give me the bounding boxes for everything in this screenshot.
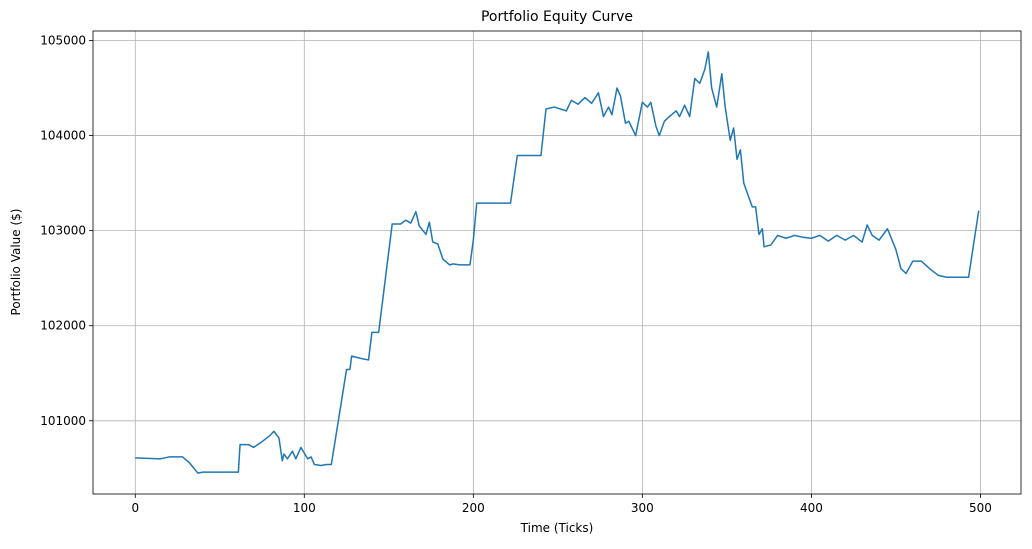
x-axis-label: Time (Ticks) (520, 521, 594, 535)
y-tick-label: 103000 (40, 224, 86, 238)
y-axis-label: Portfolio Value ($) (9, 209, 23, 316)
x-tick-label: 200 (462, 501, 485, 515)
y-tick-label: 104000 (40, 129, 86, 143)
x-tick-label: 400 (800, 501, 823, 515)
y-tick-label: 105000 (40, 34, 86, 48)
x-tick-label: 300 (631, 501, 654, 515)
x-tick-label: 100 (293, 501, 316, 515)
axes-frame (92, 30, 1022, 495)
y-tick-label: 101000 (40, 414, 86, 428)
line-series (135, 51, 980, 474)
y-tick-label: 102000 (40, 319, 86, 333)
x-tick-label: 500 (969, 501, 992, 515)
x-tick-label: 0 (131, 501, 139, 515)
chart-title: Portfolio Equity Curve (481, 9, 633, 25)
